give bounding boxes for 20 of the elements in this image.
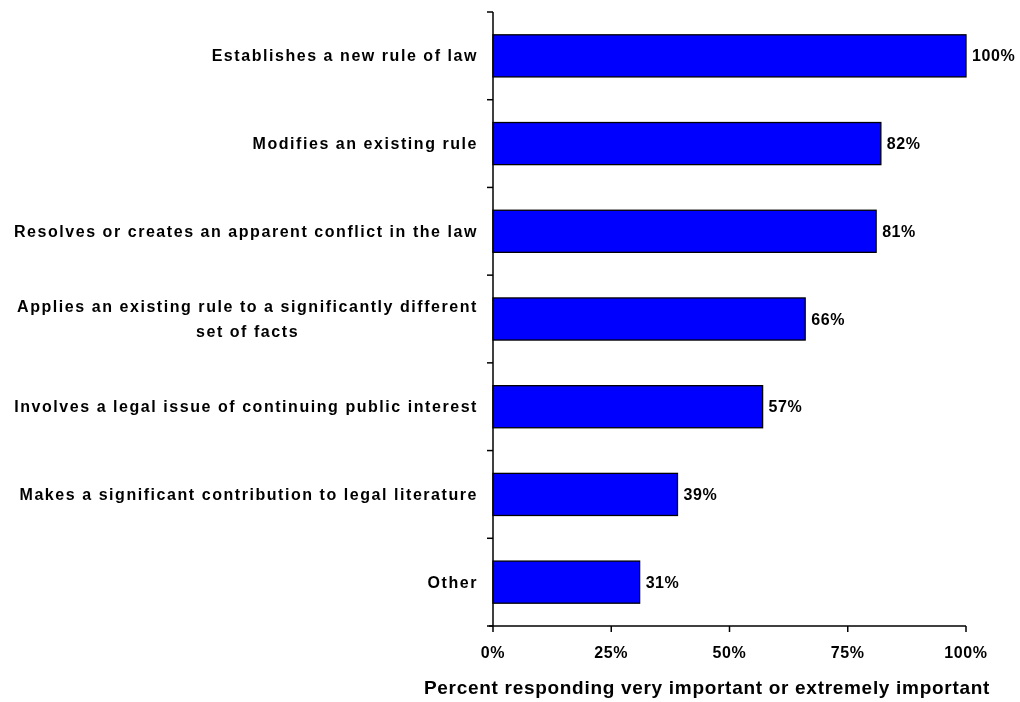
x-tick-label: 25%: [594, 643, 629, 661]
data-label: 66%: [811, 310, 846, 328]
y-tick-label: Makes a significant contribution to legal literature: [19, 486, 478, 504]
data-label: 39%: [683, 486, 718, 504]
x-tick-label: 100%: [944, 643, 988, 661]
x-tick-label: 75%: [830, 643, 865, 661]
y-tick-label: Resolves or creates an apparent conflict in the law: [13, 222, 478, 240]
x-tick-label: 50%: [712, 643, 747, 661]
data-label: 57%: [768, 398, 803, 416]
data-label: 31%: [645, 573, 680, 591]
x-tick-label: 0%: [480, 643, 506, 661]
y-tick-label: Other: [427, 573, 478, 591]
data-label: 100%: [972, 47, 1016, 65]
x-axis-title: Percent responding very important or extremely important: [423, 676, 991, 698]
y-tick-label: Involves a legal issue of continuing public interest: [14, 398, 478, 416]
y-tick-label: Applies an existing rule to a significantly different set of facts: [17, 298, 478, 341]
data-label: 81%: [882, 222, 916, 240]
y-tick-label: Establishes a new rule of law: [211, 47, 478, 65]
data-label: 82%: [886, 135, 921, 153]
y-tick-label: Modifies an existing rule: [252, 135, 478, 153]
